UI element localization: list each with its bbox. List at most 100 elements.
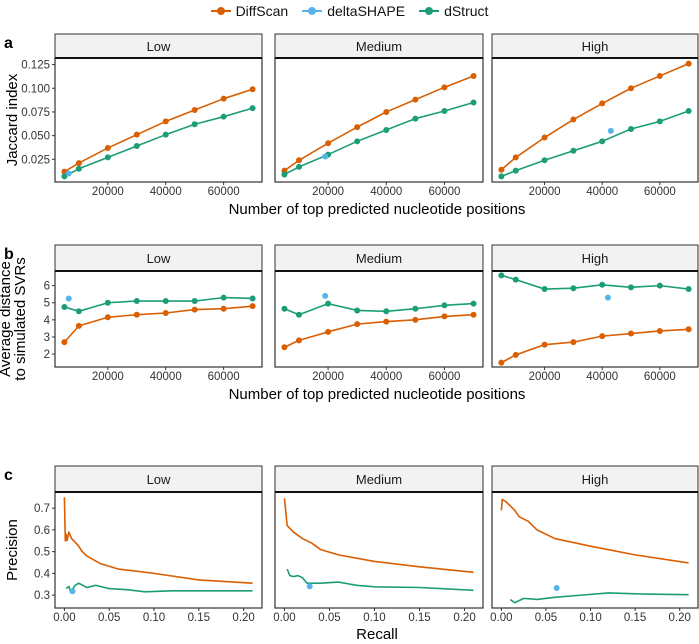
data-point-dstruct xyxy=(470,99,477,106)
data-point-diffscan xyxy=(296,337,302,344)
data-point-diffscan xyxy=(656,327,663,334)
series-line-diffscan xyxy=(500,328,689,364)
data-point-dstruct xyxy=(249,295,256,302)
data-point-dstruct xyxy=(412,305,419,312)
facet-medium: Medium 20000 40000 60000 xyxy=(274,33,484,198)
data-point-diffscan xyxy=(441,313,448,320)
y-tick-label: 5 xyxy=(44,298,50,310)
panel-c: c Precision Recall Low 0.00 0.05 0.10 0.15 0.20 0… xyxy=(4,465,699,643)
legend-key-icon xyxy=(419,6,440,16)
y-tick-label: 0.3 xyxy=(34,590,50,602)
x-tick-label: 60000 xyxy=(428,371,460,383)
x-tick-label: 20000 xyxy=(529,371,561,383)
legend-label: dStruct xyxy=(444,3,489,19)
x-tick-label: 0.20 xyxy=(232,612,254,624)
data-point-diffscan xyxy=(656,72,663,79)
data-point-diffscan xyxy=(541,341,548,348)
y-tick-label: 0.4 xyxy=(34,568,51,580)
data-point-diffscan xyxy=(628,85,635,92)
x-axis-title: Recall xyxy=(356,626,398,643)
series-line-dstruct xyxy=(501,274,689,290)
facet-strip-label: Low xyxy=(147,472,171,487)
data-point-diffscan xyxy=(599,100,606,107)
data-point-diffscan xyxy=(162,310,169,317)
data-point-deltashape xyxy=(604,294,611,301)
data-point-dstruct xyxy=(685,108,692,115)
facet-strip xyxy=(491,33,699,59)
data-point-diffscan xyxy=(296,157,302,164)
y-tick-label: 0.100 xyxy=(21,83,50,95)
data-point-diffscan xyxy=(249,303,256,310)
data-point-dstruct xyxy=(220,294,227,301)
x-tick-label: 60000 xyxy=(644,186,676,198)
data-point-diffscan xyxy=(191,306,198,313)
data-point-dstruct xyxy=(541,157,548,164)
y-tick-label: 0.6 xyxy=(34,525,50,537)
series-line-diffscan xyxy=(283,75,474,172)
data-point-dstruct xyxy=(685,286,692,293)
facet-strip-label: Medium xyxy=(356,472,402,487)
data-point-diffscan xyxy=(354,124,361,131)
y-axis-title: to simulated SVRs xyxy=(12,257,29,380)
x-axis-title: Number of top predicted nucleotide posit… xyxy=(229,386,526,403)
series-line-dstruct xyxy=(64,107,253,178)
plot-area xyxy=(274,57,484,183)
data-point-diffscan xyxy=(354,321,361,328)
y-axis-title: Average distance xyxy=(0,261,14,377)
data-point-diffscan xyxy=(75,322,82,329)
data-point-diffscan xyxy=(220,305,227,312)
data-point-diffscan xyxy=(570,339,577,346)
plot-area xyxy=(54,491,263,609)
data-point-dstruct xyxy=(162,298,169,305)
facet-strip-label: Low xyxy=(147,251,171,266)
data-point-dstruct xyxy=(412,115,419,122)
data-point-dstruct xyxy=(628,284,635,291)
series-line-dstruct xyxy=(284,302,474,316)
series-line-dstruct xyxy=(284,101,474,176)
facet-strip-label: Low xyxy=(147,39,171,54)
facet-strip xyxy=(491,465,699,493)
data-point-diffscan xyxy=(383,318,390,325)
series-line-diffscan xyxy=(283,498,474,574)
data-point-diffscan xyxy=(191,107,198,114)
facet-strip xyxy=(274,244,484,272)
data-point-dstruct xyxy=(281,171,288,178)
y-tick-label: 6 xyxy=(44,281,50,293)
plot-area xyxy=(491,57,699,183)
data-point-dstruct xyxy=(512,167,519,174)
data-point-diffscan xyxy=(325,140,332,147)
data-point-diffscan xyxy=(325,328,332,335)
data-point-dstruct xyxy=(133,143,140,150)
data-point-dstruct xyxy=(383,308,390,315)
data-point-dstruct xyxy=(191,121,198,128)
x-tick-label: 40000 xyxy=(370,371,402,383)
x-tick-label: 0.05 xyxy=(535,612,557,624)
data-point-diffscan xyxy=(220,95,227,102)
data-point-dstruct xyxy=(354,138,361,145)
x-tick-label: 0.00 xyxy=(273,612,295,624)
x-tick-label: 20000 xyxy=(312,371,344,383)
facet-strip xyxy=(274,465,484,493)
y-tick-label: 0.075 xyxy=(21,107,50,119)
x-tick-label: 60000 xyxy=(644,371,676,383)
data-point-diffscan xyxy=(685,60,692,67)
x-tick-label: 20000 xyxy=(529,186,561,198)
data-point-diffscan xyxy=(512,351,519,358)
y-axis-title: Precision xyxy=(4,519,21,581)
data-point-dstruct xyxy=(656,282,663,289)
series-line-diffscan xyxy=(500,62,689,171)
data-point-dstruct xyxy=(441,302,448,309)
x-tick-label: 0.10 xyxy=(579,612,601,624)
x-tick-label: 0.20 xyxy=(669,612,691,624)
series-line-diffscan xyxy=(63,305,253,343)
legend-label: deltaSHAPE xyxy=(327,3,406,19)
data-point-dstruct xyxy=(104,154,111,161)
facet-high: High 20000 40000 60000 xyxy=(491,244,699,383)
data-point-dstruct xyxy=(61,304,68,311)
panel-letter: c xyxy=(4,467,13,484)
data-point-diffscan xyxy=(470,311,477,318)
data-point-dstruct xyxy=(498,272,505,279)
x-tick-label: 60000 xyxy=(208,371,240,383)
data-point-diffscan xyxy=(61,339,68,346)
data-point-dstruct xyxy=(191,298,198,305)
